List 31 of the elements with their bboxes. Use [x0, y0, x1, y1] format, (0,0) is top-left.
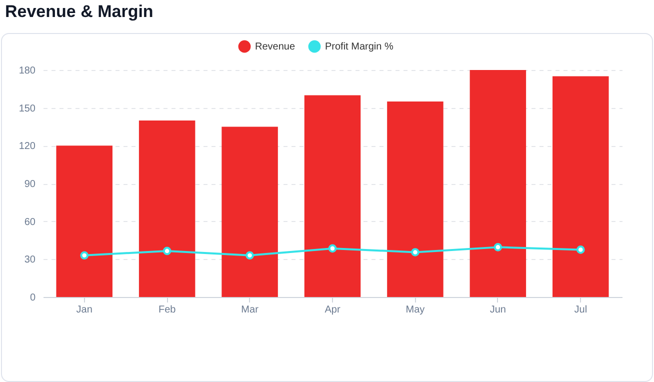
y-tick-label: 30: [24, 254, 36, 266]
y-tick-label: 150: [18, 103, 36, 114]
bar: [304, 95, 361, 297]
bar: [470, 70, 526, 297]
x-tick-label: May: [406, 304, 425, 316]
legend-label: Profit Margin %: [325, 42, 394, 53]
point: [246, 251, 254, 260]
chart-title: Revenue & Margin: [5, 2, 154, 22]
bar: [222, 126, 278, 297]
y-tick-label: 90: [24, 179, 36, 190]
bar: [56, 146, 112, 297]
legend-label: Revenue: [255, 42, 296, 53]
y-tick-label: 60: [24, 216, 36, 228]
x-tick-label: Mar: [241, 304, 260, 316]
y-tick-label: 180: [18, 66, 36, 76]
point: [328, 244, 337, 253]
point: [162, 246, 172, 256]
point: [80, 251, 89, 260]
point: [576, 246, 585, 254]
x-tick-label: Jun: [490, 304, 506, 316]
y-tick-label: 120: [18, 141, 36, 152]
x-tick-label: Jul: [574, 304, 588, 316]
point: [494, 243, 502, 252]
x-tick-label: Feb: [158, 304, 176, 316]
bar: [387, 102, 444, 297]
x-tick-label: Jan: [76, 304, 92, 316]
point: [411, 248, 420, 256]
x-tick-label: Apr: [324, 304, 341, 316]
bar: [138, 120, 196, 297]
bar: [552, 76, 609, 297]
y-tick-label: 0: [30, 292, 36, 304]
